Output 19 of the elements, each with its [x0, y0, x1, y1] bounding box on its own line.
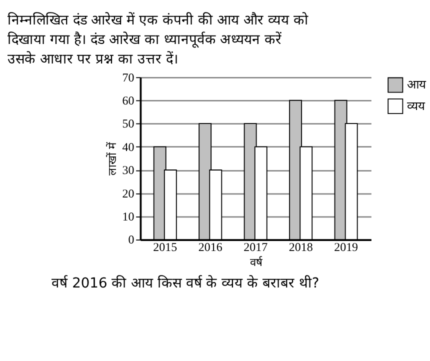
x-axis-title: वर्ष — [250, 256, 264, 269]
y-tick-label: 70 — [122, 70, 134, 84]
legend-label: आय — [406, 78, 427, 92]
y-tick-label: 30 — [122, 163, 134, 178]
x-tick-label: 2019 — [334, 240, 358, 254]
text: वर्ष 2016 की आय किस वर्ष के व्यय के बराबर थी? — [52, 274, 320, 292]
x-tick-label: 2015 — [153, 240, 178, 254]
chart-title: निम्नलिखित दंड आरेख में एक कंपनी की आय और व्यय को दिखाया गया है। दंड आरेख का ध्यानपूर्वक अध्ययन करें उसके आधार पर प्रश्न का उत्तर दें। — [7, 12, 308, 68]
y-tick-label: 10 — [122, 210, 134, 224]
x-tick-label: 2017 — [244, 240, 268, 254]
y-axis-title: लाखों में — [106, 142, 119, 176]
legend-label: व्यय — [406, 98, 426, 113]
y-tick-label: 40 — [122, 140, 134, 154]
y-tick-label: 20 — [122, 186, 134, 200]
y-tick-label: 0 — [128, 232, 134, 247]
x-tick-label: 2018 — [288, 240, 313, 254]
y-tick-label: 50 — [122, 116, 134, 131]
y-tick-label: 60 — [122, 94, 134, 108]
x-tick-label: 2016 — [198, 240, 222, 254]
